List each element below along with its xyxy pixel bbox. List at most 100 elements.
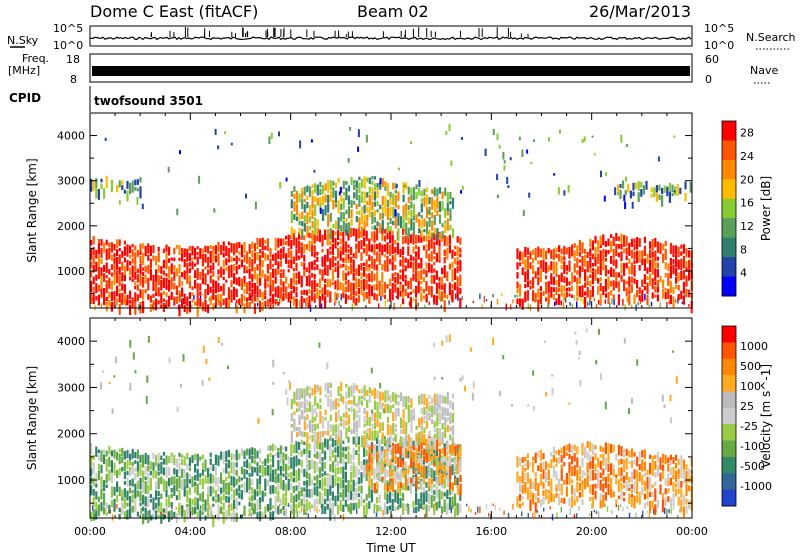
velocity-cell: [274, 502, 277, 514]
velocity-cell: [358, 389, 361, 394]
velocity-cell: [373, 400, 377, 410]
velocity-cell: [438, 428, 442, 441]
power-cell: [534, 271, 537, 279]
power-cell: [370, 231, 373, 241]
power-cell: [201, 269, 204, 277]
power-cell: [428, 229, 431, 237]
velocity-cell: [397, 394, 400, 399]
power-cell: [274, 237, 277, 251]
velocity-cell: [623, 484, 626, 489]
power-noise-mark: [569, 302, 571, 306]
power-cell: [675, 284, 678, 289]
velocity-cell: [217, 511, 220, 521]
power-cell: [287, 283, 290, 289]
velocity-cell: [295, 455, 298, 467]
power-cell: [633, 243, 636, 251]
power-cell: [431, 212, 434, 219]
power-cell: [656, 286, 659, 293]
velocity-cell: [214, 466, 217, 476]
velocity-scatter-mark: [387, 396, 390, 400]
velocity-cell: [212, 486, 215, 494]
velocity-cell: [118, 453, 121, 465]
power-cell: [316, 235, 319, 242]
power-cell: [298, 240, 301, 254]
power-cell: [227, 300, 230, 308]
velocity-cell: [545, 461, 548, 470]
power-cell: [303, 235, 306, 241]
velocity-cell: [157, 490, 160, 497]
velocity-cell: [251, 502, 254, 511]
power-scatter-mark: [563, 190, 566, 196]
nsearch-tick-bottom: 10^0: [704, 39, 734, 52]
velocity-cell: [381, 446, 384, 456]
velocity-cell: [295, 427, 299, 432]
velocity-cell: [386, 403, 390, 414]
velocity-cell: [365, 463, 369, 474]
power-scatter-mark: [349, 127, 352, 131]
power-cell: [329, 240, 332, 246]
power-cell: [628, 294, 631, 306]
power-cell: [196, 246, 199, 250]
power-scatter-mark: [557, 187, 560, 195]
velocity-cell: [638, 463, 641, 471]
power-cell: [157, 287, 160, 297]
velocity-noise-mark: [279, 503, 281, 507]
velocity-cell: [571, 495, 574, 508]
velocity-cell: [301, 401, 304, 408]
velocity-cell: [311, 416, 314, 424]
power-cell: [181, 287, 184, 297]
power-scatter-mark: [179, 150, 181, 155]
velocity-cell: [295, 408, 299, 413]
power-cell: [682, 244, 685, 254]
power-cell: [568, 281, 571, 286]
velocity-cell: [160, 462, 163, 474]
power-cell: [123, 257, 126, 263]
velocity-cell: [324, 462, 327, 469]
power-cell: [110, 184, 113, 192]
velocity-cell: [142, 513, 145, 525]
velocity-cell: [355, 481, 358, 487]
velocity-cell: [423, 448, 426, 456]
power-cell: [519, 251, 522, 261]
velocity-cell: [295, 401, 299, 407]
power-y-tick-label: 1000: [57, 265, 85, 278]
power-cell: [295, 204, 299, 216]
velocity-cell: [373, 430, 377, 441]
velocity-cell: [274, 452, 277, 457]
power-cell: [324, 296, 327, 308]
velocity-cell: [441, 423, 444, 430]
power-cell: [295, 216, 299, 222]
velocity-cell: [397, 471, 400, 480]
velocity-cell: [368, 387, 371, 394]
velocity-cell: [321, 431, 325, 437]
power-cell: [103, 188, 106, 199]
power-cell: [235, 305, 238, 314]
velocity-cell: [248, 462, 251, 470]
power-cell: [204, 289, 207, 299]
velocity-cell: [438, 489, 441, 501]
velocity-cell: [105, 512, 108, 516]
power-cell: [173, 265, 176, 271]
velocity-cell: [643, 461, 646, 471]
velocity-cell: [331, 449, 334, 458]
power-cell: [347, 266, 350, 271]
power-cell: [264, 289, 267, 296]
velocity-cell: [186, 472, 189, 484]
power-cell: [110, 179, 113, 185]
velocity-cell: [95, 446, 98, 457]
x-axis-title: Time UT: [365, 541, 416, 554]
velocity-scatter-mark: [202, 345, 205, 353]
power-cell: [301, 191, 304, 199]
power-region-0: [90, 227, 462, 317]
power-cell: [366, 177, 369, 183]
velocity-cell: [225, 490, 228, 495]
velocity-cell: [555, 458, 558, 463]
power-cell: [162, 298, 165, 302]
velocity-cell: [392, 423, 395, 435]
velocity-cell: [261, 464, 264, 477]
velocity-cell: [420, 437, 423, 450]
power-cell: [399, 290, 402, 297]
velocity-cell: [381, 435, 384, 445]
power-cell: [308, 226, 312, 231]
velocity-cell: [532, 481, 535, 490]
